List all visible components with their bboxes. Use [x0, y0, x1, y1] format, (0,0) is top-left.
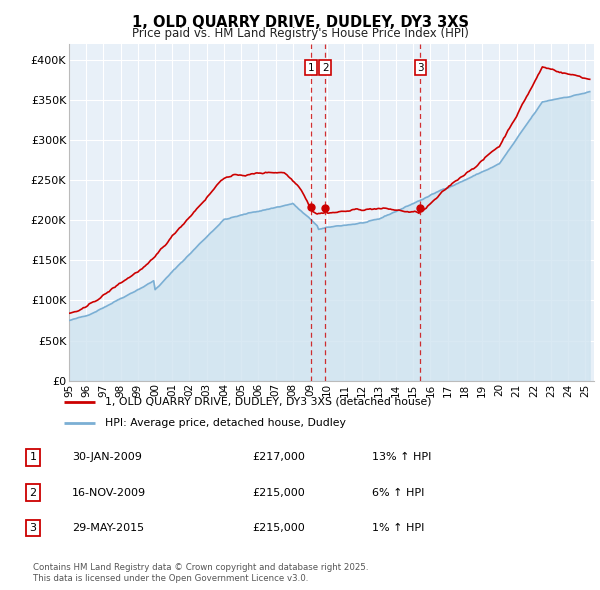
Text: 1: 1 — [308, 63, 314, 73]
Text: 2: 2 — [322, 63, 328, 73]
Text: 29-MAY-2015: 29-MAY-2015 — [72, 523, 144, 533]
Text: 1, OLD QUARRY DRIVE, DUDLEY, DY3 3XS: 1, OLD QUARRY DRIVE, DUDLEY, DY3 3XS — [131, 15, 469, 30]
Text: 1% ↑ HPI: 1% ↑ HPI — [372, 523, 424, 533]
Text: 1, OLD QUARRY DRIVE, DUDLEY, DY3 3XS (detached house): 1, OLD QUARRY DRIVE, DUDLEY, DY3 3XS (de… — [106, 397, 432, 407]
Text: This data is licensed under the Open Government Licence v3.0.: This data is licensed under the Open Gov… — [33, 573, 308, 583]
Text: 6% ↑ HPI: 6% ↑ HPI — [372, 488, 424, 497]
Text: 16-NOV-2009: 16-NOV-2009 — [72, 488, 146, 497]
Text: Price paid vs. HM Land Registry's House Price Index (HPI): Price paid vs. HM Land Registry's House … — [131, 27, 469, 40]
Text: 2: 2 — [29, 488, 37, 497]
Text: 30-JAN-2009: 30-JAN-2009 — [72, 453, 142, 462]
Text: 3: 3 — [417, 63, 424, 73]
Text: HPI: Average price, detached house, Dudley: HPI: Average price, detached house, Dudl… — [106, 418, 346, 428]
Text: 3: 3 — [29, 523, 37, 533]
Text: 1: 1 — [29, 453, 37, 462]
Text: Contains HM Land Registry data © Crown copyright and database right 2025.: Contains HM Land Registry data © Crown c… — [33, 563, 368, 572]
Text: £217,000: £217,000 — [252, 453, 305, 462]
Text: 13% ↑ HPI: 13% ↑ HPI — [372, 453, 431, 462]
Text: £215,000: £215,000 — [252, 488, 305, 497]
Text: £215,000: £215,000 — [252, 523, 305, 533]
